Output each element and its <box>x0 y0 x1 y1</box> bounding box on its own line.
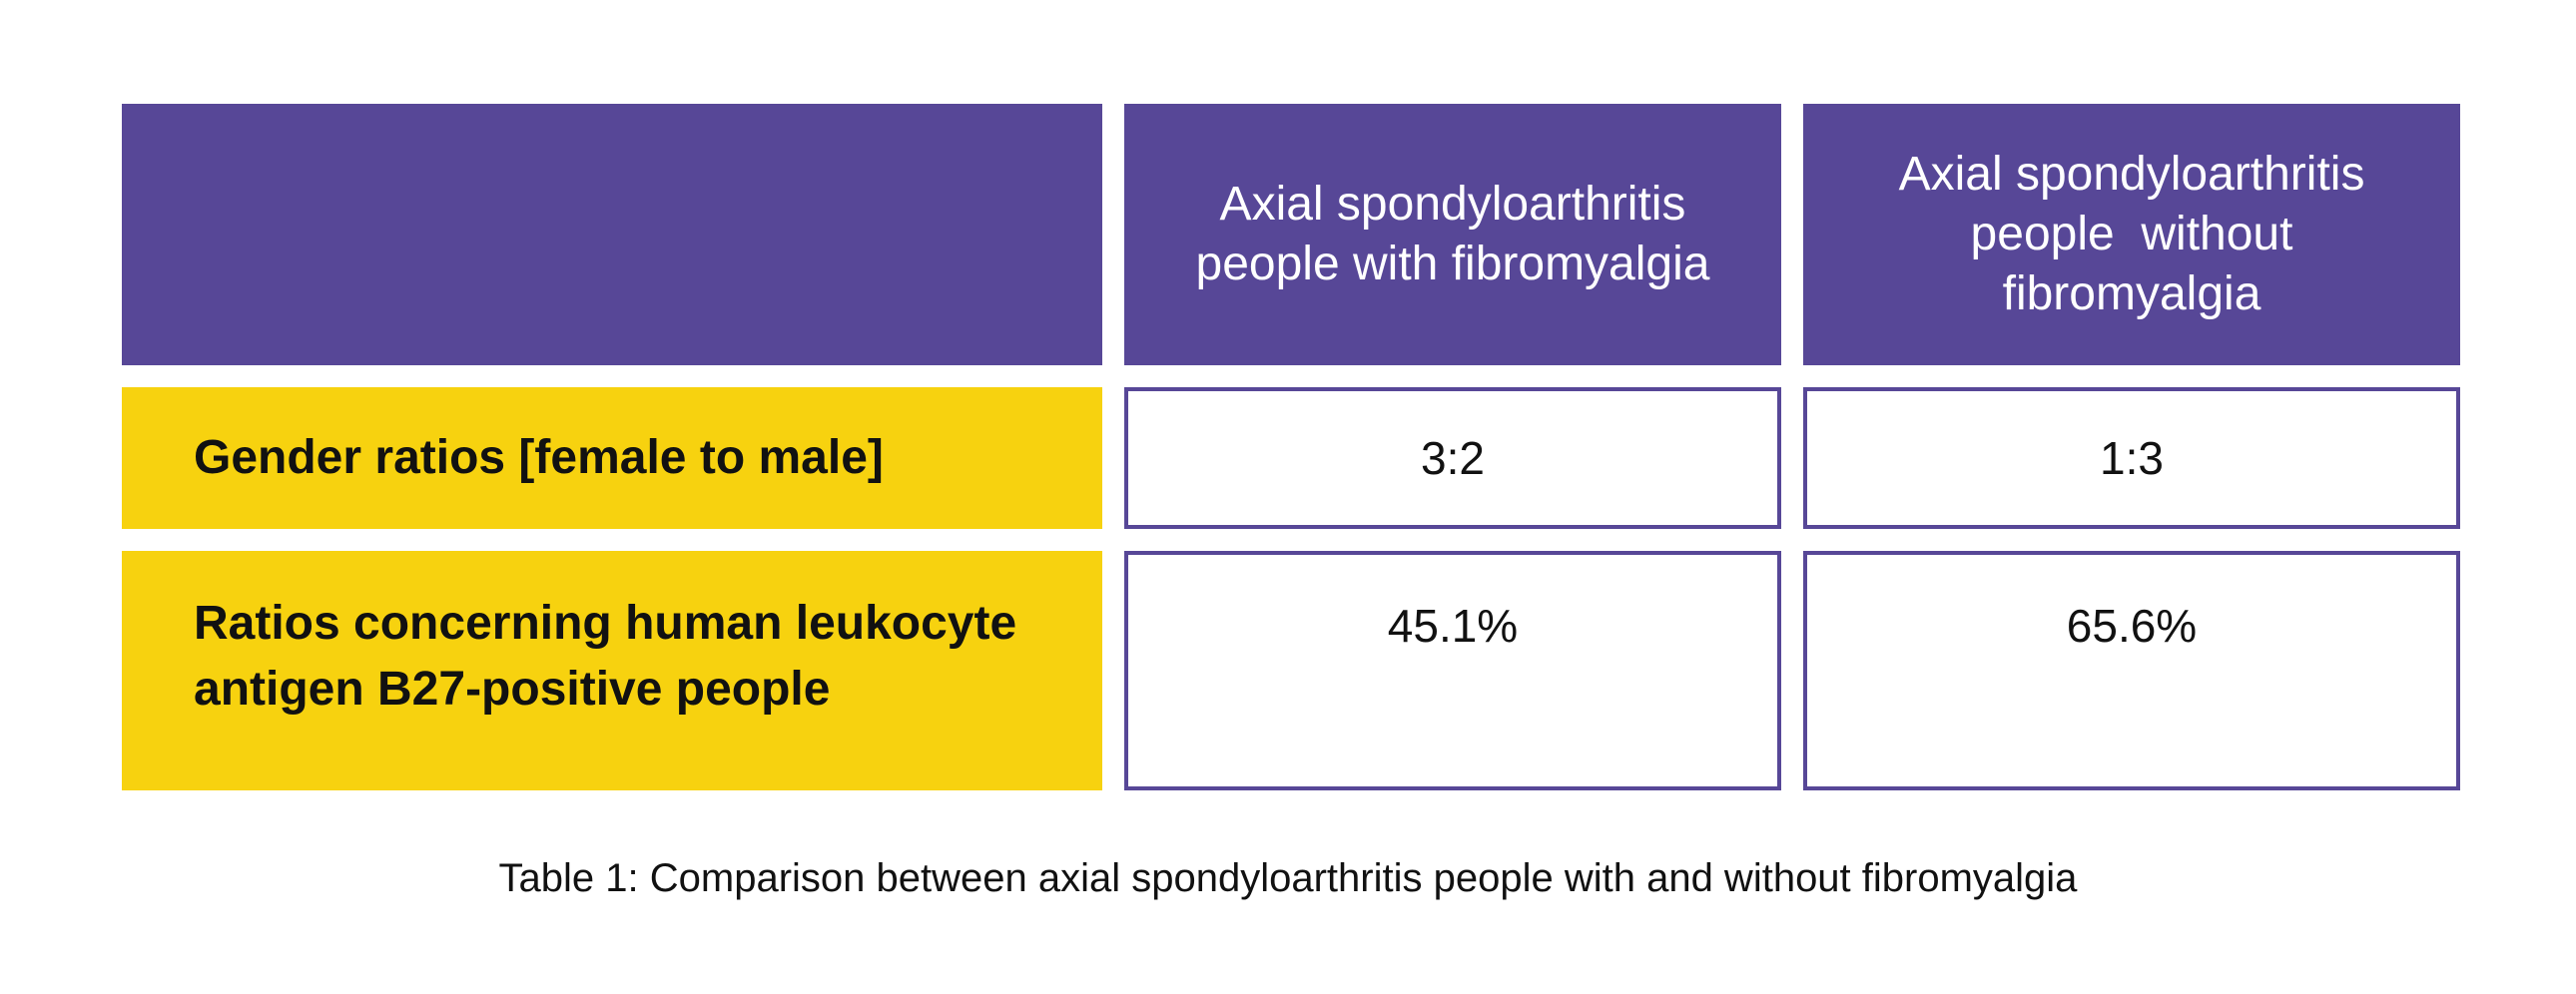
header-col2-line-3: fibromyalgia <box>2002 267 2261 320</box>
header-with-fibromyalgia: Axial spondyloarthritis people with fibr… <box>1124 104 1781 365</box>
row-label-hla-b27: Ratios concerning human leukocyte antige… <box>122 551 1102 790</box>
value-cell-gender-without: 1:3 <box>1803 387 2460 529</box>
header-col1-line-2: people with fibromyalgia <box>1195 238 1710 290</box>
row-label-text: Gender ratios [female to male] <box>194 431 884 484</box>
row-label-text: Ratios concerning human leukocyte antige… <box>194 597 1017 716</box>
header-col2-line-1: Axial spondyloarthritis <box>1898 148 2365 201</box>
header-col1-line-1: Axial spondyloarthritis <box>1219 178 1686 231</box>
value-cell-hla-with: 45.1% <box>1124 551 1781 790</box>
header-empty-cell <box>122 104 1102 365</box>
value-cell-hla-without: 65.6% <box>1803 551 2460 790</box>
value-cell-gender-with: 3:2 <box>1124 387 1781 529</box>
value-text: 3:2 <box>1421 432 1485 484</box>
header-without-fibromyalgia: Axial spondyloarthritis people without f… <box>1803 104 2460 365</box>
header-col2-line-2: people without <box>1970 208 2293 260</box>
value-text: 45.1% <box>1387 600 1519 652</box>
row-label-gender-ratio: Gender ratios [female to male] <box>122 387 1102 529</box>
value-text: 65.6% <box>2066 600 2198 652</box>
value-text: 1:3 <box>2100 432 2164 484</box>
table-caption: Table 1: Comparison between axial spondy… <box>498 856 2078 900</box>
